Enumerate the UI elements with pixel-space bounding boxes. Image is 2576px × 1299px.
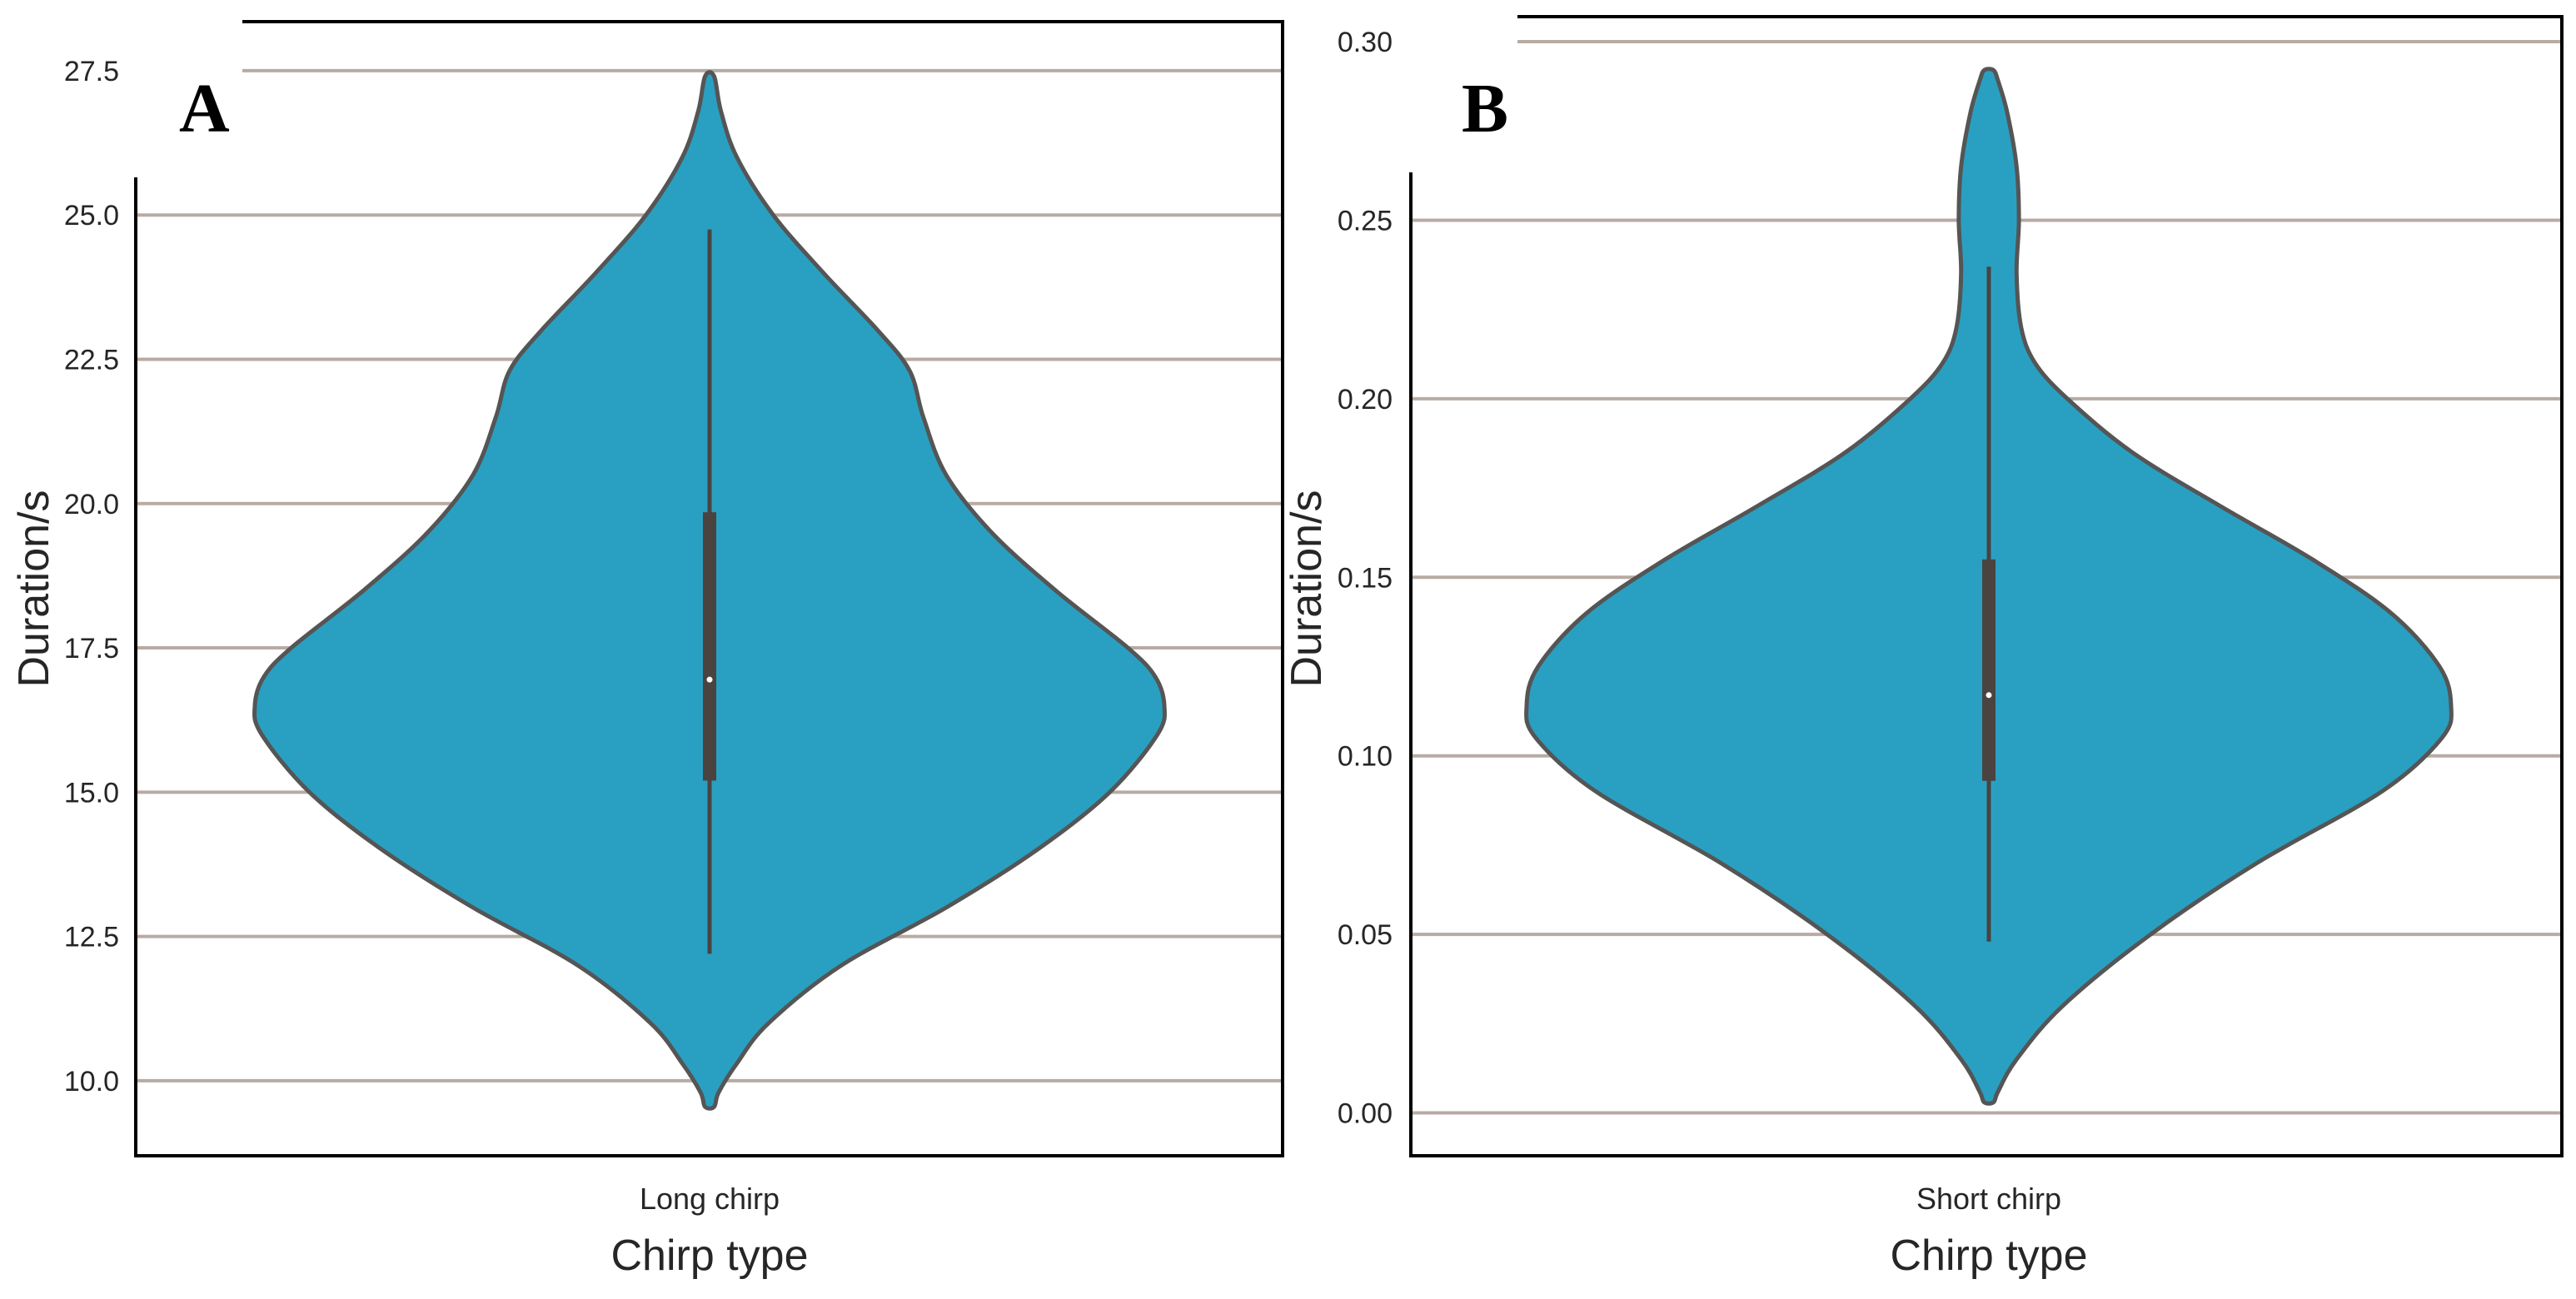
panel-b-short-chirp: 0.00 0.05 0.10 0.15 0.20 0.25 0.30 Short chirp C… — [1283, 10, 2564, 1280]
plot-frame — [1409, 15, 2564, 1157]
y-axis-title: Duration/s — [1283, 490, 1331, 688]
y-tick-label: 10.0 — [64, 1066, 119, 1097]
y-tick-label: 17.5 — [64, 633, 119, 664]
y-tick-label: 15.0 — [64, 777, 119, 809]
x-axis-title: Chirp type — [1891, 1232, 2088, 1280]
y-tick-label: 0.05 — [1338, 919, 1393, 951]
y-tick-label: 0.20 — [1338, 384, 1393, 416]
panel-label-background — [134, 15, 242, 177]
y-tick-label: 0.10 — [1338, 741, 1393, 773]
panel-a-long-chirp: 10.0 12.5 15.0 17.5 20.0 22.5 25.0 27.5 Long chi… — [10, 15, 1284, 1280]
y-tick-label: 12.5 — [64, 922, 119, 953]
y-tick-label: 20.0 — [64, 489, 119, 520]
x-axis-title: Chirp type — [611, 1232, 809, 1280]
y-tick-label: 0.30 — [1338, 27, 1393, 58]
iqr-box — [703, 512, 716, 781]
iqr-box — [1982, 559, 1996, 781]
y-tick-label: 22.5 — [64, 344, 119, 376]
panel-label-background — [1409, 10, 1517, 172]
y-tick-label: 0.15 — [1338, 562, 1393, 594]
y-tick-label: 0.25 — [1338, 205, 1393, 236]
x-category-label: Long chirp — [640, 1182, 780, 1216]
panel-label: A — [179, 70, 230, 147]
x-category-label: Short chirp — [1916, 1182, 2061, 1216]
panel-label: B — [1462, 70, 1508, 147]
y-tick-label: 27.5 — [64, 56, 119, 87]
y-axis-title: Duration/s — [10, 490, 58, 688]
y-tick-label: 0.00 — [1338, 1098, 1393, 1130]
median-dot — [706, 676, 713, 683]
y-tick-label: 25.0 — [64, 200, 119, 231]
plot-frame — [134, 20, 1284, 1157]
median-dot — [1986, 692, 1992, 699]
